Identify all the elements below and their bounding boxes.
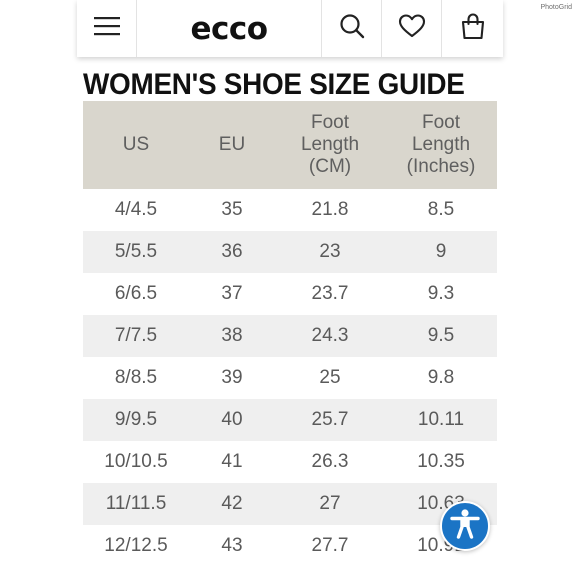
cell-eu: 36	[189, 231, 275, 273]
cell-us: 11/11.5	[83, 483, 189, 525]
cell-inches: 9.8	[427, 367, 455, 388]
table-row: 8/8.5 39 25 9.8	[83, 357, 497, 399]
header-eu: EU	[189, 101, 275, 189]
wishlist-button[interactable]	[382, 0, 442, 57]
cell-cm: 25.7	[275, 399, 385, 441]
cell-cm: 23.7	[311, 283, 349, 304]
accessibility-button[interactable]	[440, 501, 490, 551]
ecco-logo-link[interactable]: ecco	[137, 0, 322, 57]
table-row: 10/10.5 41 26.3 10.35	[83, 441, 497, 483]
cell-eu: 35	[221, 199, 243, 220]
shopping-bag-icon	[460, 12, 486, 45]
cell-cm: 27.7	[311, 535, 349, 556]
cell-cm: 27	[275, 483, 385, 525]
cell-inches: 9.3	[427, 283, 455, 304]
cell-inches: 9	[385, 231, 497, 273]
cell-eu: 37	[221, 283, 243, 304]
search-icon	[339, 13, 365, 44]
accessibility-person-icon	[447, 506, 483, 547]
cell-us: 5/5.5	[83, 231, 189, 273]
table-row: 4/4.5 35 21.8 8.5	[83, 189, 497, 231]
cell-eu: 42	[189, 483, 275, 525]
header-us: US	[83, 101, 189, 189]
cell-cm: 25	[319, 367, 341, 388]
cell-cm: 24.3	[275, 315, 385, 357]
top-nav-bar: ecco	[77, 0, 503, 57]
table-row: 6/6.5 37 23.7 9.3	[83, 273, 497, 315]
cell-eu: 43	[221, 535, 243, 556]
size-guide-table: US EU Foot Length (CM) Foot Length (Inch…	[83, 101, 497, 567]
page-title: WOMEN'S SHOE SIZE GUIDE	[83, 68, 465, 101]
table-row: 12/12.5 43 27.7 10.91	[83, 525, 497, 567]
menu-button[interactable]	[77, 0, 137, 57]
cell-eu: 40	[189, 399, 275, 441]
cell-inches: 10.35	[417, 451, 465, 472]
table-row: 7/7.5 38 24.3 9.5	[83, 315, 497, 357]
hamburger-menu-icon	[93, 16, 120, 41]
shopping-bag-button[interactable]	[442, 0, 503, 57]
cell-inches: 8.5	[427, 199, 455, 220]
cell-us: 6/6.5	[114, 283, 158, 304]
header-foot-length-cm: Foot Length (CM)	[275, 101, 385, 189]
cell-us: 4/4.5	[114, 199, 158, 220]
cell-us: 8/8.5	[114, 367, 158, 388]
table-row: 11/11.5 42 27 10.63	[83, 483, 497, 525]
cell-eu: 39	[221, 367, 243, 388]
cell-eu: 41	[221, 451, 243, 472]
cell-us: 12/12.5	[104, 535, 168, 556]
ecco-logo: ecco	[190, 10, 268, 47]
cell-inches: 10.11	[385, 399, 497, 441]
cell-cm: 26.3	[311, 451, 349, 472]
header-foot-length-inches: Foot Length (Inches)	[385, 101, 497, 189]
table-row: 9/9.5 40 25.7 10.11	[83, 399, 497, 441]
cell-cm: 23	[275, 231, 385, 273]
cell-us: 10/10.5	[104, 451, 168, 472]
table-row: 5/5.5 36 23 9	[83, 231, 497, 273]
cell-inches: 9.5	[385, 315, 497, 357]
cell-us: 7/7.5	[83, 315, 189, 357]
heart-icon	[398, 13, 426, 44]
cell-cm: 21.8	[311, 199, 349, 220]
table-header-row: US EU Foot Length (CM) Foot Length (Inch…	[83, 101, 497, 189]
search-button[interactable]	[322, 0, 382, 57]
photogrid-watermark: PhotoGrid	[540, 4, 572, 11]
cell-us: 9/9.5	[83, 399, 189, 441]
cell-eu: 38	[189, 315, 275, 357]
